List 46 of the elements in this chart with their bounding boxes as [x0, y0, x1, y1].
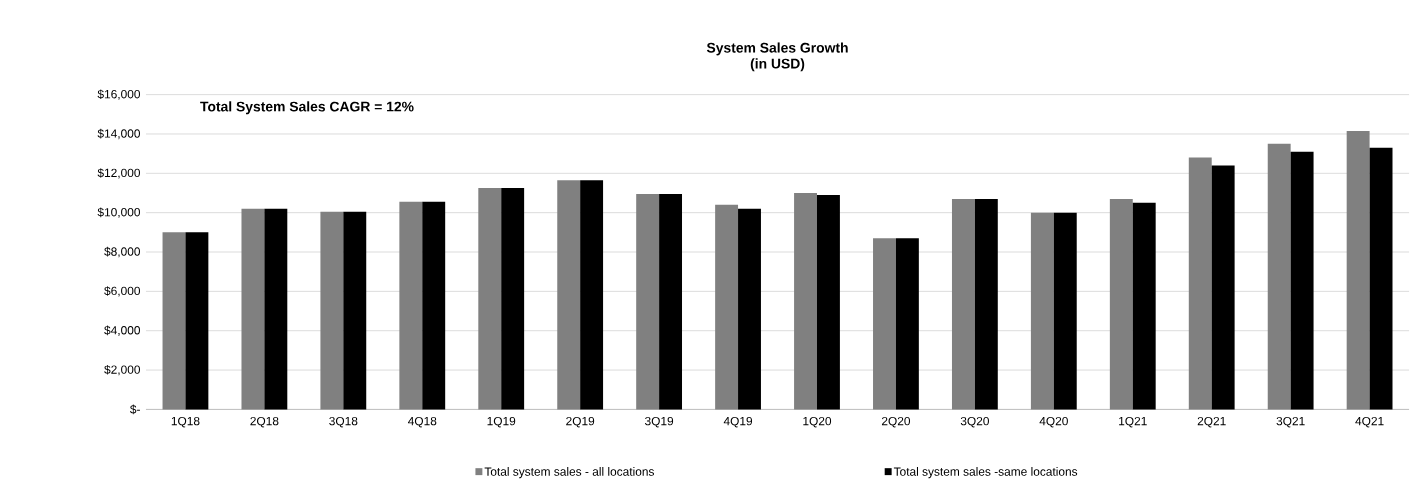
annotation: Total System Sales CAGR = 12%: [200, 101, 414, 115]
chart-title: System Sales Growth: [706, 42, 848, 56]
x-tick-label: 4Q19: [723, 416, 753, 428]
bar: [1132, 202, 1156, 410]
x-tick-label: 2Q20: [881, 416, 911, 428]
x-tick-label: 2Q19: [566, 416, 595, 428]
bar: [1290, 151, 1314, 410]
y-tick-label: $16,000: [97, 89, 141, 100]
x-tick-label: 2Q18: [250, 416, 279, 428]
y-tick-label: $6,000: [104, 286, 141, 297]
bar: [895, 238, 919, 410]
bar: [264, 208, 288, 410]
bar: [659, 193, 683, 410]
bar: [501, 188, 525, 410]
y-tick-label: $14,000: [97, 128, 141, 140]
bar: [1053, 212, 1077, 410]
bar: [1211, 165, 1235, 410]
y-tick-label: $10,000: [97, 207, 141, 218]
x-tick-label: 1Q19: [487, 416, 516, 428]
y-tick-label: $4,000: [104, 325, 141, 336]
x-tick-label: 3Q21: [1276, 416, 1305, 428]
x-tick-label: 3Q19: [644, 416, 674, 428]
bar: [343, 211, 367, 410]
legend-label: Total system sales -same locations: [893, 467, 1078, 479]
bar: [185, 232, 209, 410]
bar: [1369, 147, 1393, 410]
x-tick-label: 4Q21: [1355, 416, 1384, 428]
x-tick-label: 3Q18: [329, 416, 358, 428]
x-tick-label: 2Q21: [1197, 416, 1226, 428]
y-tick-label: $12,000: [97, 168, 141, 179]
bar: [816, 194, 840, 410]
x-tick-label: 4Q20: [1039, 416, 1068, 428]
x-tick-label: 3Q20: [960, 416, 989, 428]
y-tick-label: $2,000: [104, 364, 141, 376]
x-tick-label: 4Q18: [407, 416, 437, 428]
bar: [974, 198, 998, 410]
bar: [580, 180, 604, 410]
bar: [422, 201, 446, 410]
x-tick-label: 1Q20: [803, 416, 832, 428]
legend-label: Total system sales - all locations: [484, 467, 654, 479]
chart-subtitle: (in USD): [750, 58, 805, 72]
y-tick-label: $-: [130, 404, 140, 415]
x-tick-label: 1Q21: [1119, 416, 1147, 428]
x-tick-label: 1Q18: [171, 416, 200, 428]
bar: [738, 208, 761, 410]
y-tick-label: $8,000: [104, 246, 141, 258]
